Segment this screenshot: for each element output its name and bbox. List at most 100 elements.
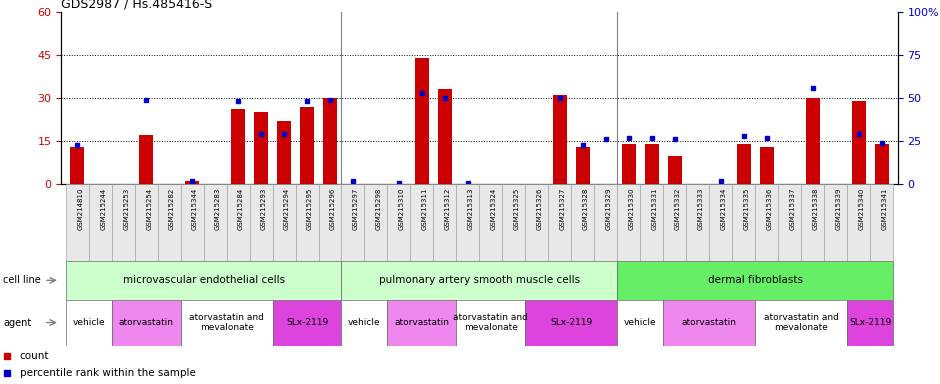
Text: atorvastatin and
mevalonate: atorvastatin and mevalonate [189, 313, 264, 332]
Text: GSM215298: GSM215298 [376, 187, 382, 230]
Text: GSM215331: GSM215331 [651, 187, 658, 230]
Text: atorvastatin: atorvastatin [118, 318, 174, 327]
Text: agent: agent [3, 318, 31, 328]
Bar [824, 184, 847, 261]
Bar [319, 184, 341, 261]
Text: GSM215325: GSM215325 [514, 187, 520, 230]
Text: GSM215311: GSM215311 [422, 187, 428, 230]
Bar [502, 184, 525, 261]
Text: GSM215313: GSM215313 [468, 187, 474, 230]
Bar [66, 184, 88, 261]
Text: GSM215284: GSM215284 [238, 187, 244, 230]
Text: GSM215295: GSM215295 [307, 187, 313, 230]
Bar [645, 144, 659, 184]
Bar [411, 184, 433, 261]
Bar [667, 156, 682, 184]
Bar [760, 147, 774, 184]
Bar [594, 184, 618, 261]
Bar [525, 300, 618, 346]
Bar [801, 184, 824, 261]
Text: GSM214810: GSM214810 [77, 187, 83, 230]
Bar [618, 261, 893, 300]
Text: SLx-2119: SLx-2119 [550, 318, 592, 327]
Text: GSM215326: GSM215326 [537, 187, 543, 230]
Bar [341, 184, 365, 261]
Bar [553, 95, 567, 184]
Text: GSM215339: GSM215339 [836, 187, 841, 230]
Text: GSM215328: GSM215328 [583, 187, 588, 230]
Bar [231, 109, 245, 184]
Text: atorvastatin and
mevalonate: atorvastatin and mevalonate [453, 313, 528, 332]
Bar [640, 184, 664, 261]
Bar [365, 184, 387, 261]
Bar [387, 300, 457, 346]
Text: GSM215333: GSM215333 [697, 187, 704, 230]
Text: GSM215324: GSM215324 [491, 187, 497, 230]
Bar [847, 184, 870, 261]
Text: GSM215341: GSM215341 [882, 187, 887, 230]
Text: GSM215338: GSM215338 [813, 187, 819, 230]
Bar [778, 184, 801, 261]
Text: GSM215327: GSM215327 [560, 187, 566, 230]
Bar [180, 300, 273, 346]
Bar [254, 112, 268, 184]
Bar [870, 184, 893, 261]
Bar [139, 136, 153, 184]
Text: cell line: cell line [3, 275, 40, 285]
Bar [852, 101, 866, 184]
Text: GSM215332: GSM215332 [675, 187, 681, 230]
Bar [277, 121, 291, 184]
Bar [618, 184, 640, 261]
Bar [180, 184, 204, 261]
Bar [66, 300, 112, 346]
Text: vehicle: vehicle [624, 318, 657, 327]
Bar [847, 300, 893, 346]
Bar [806, 98, 820, 184]
Bar [576, 147, 589, 184]
Text: SLx-2119: SLx-2119 [286, 318, 328, 327]
Bar [686, 184, 710, 261]
Text: GSM215296: GSM215296 [330, 187, 336, 230]
Bar [387, 184, 411, 261]
Bar [664, 300, 755, 346]
Text: GSM215254: GSM215254 [146, 187, 152, 230]
Text: GSM215329: GSM215329 [605, 187, 612, 230]
Bar [88, 184, 112, 261]
Bar [112, 300, 180, 346]
Text: GSM215253: GSM215253 [123, 187, 129, 230]
Text: count: count [20, 351, 49, 361]
Bar [273, 300, 341, 346]
Bar [457, 184, 479, 261]
Bar [70, 147, 84, 184]
Text: GSM215340: GSM215340 [858, 187, 865, 230]
Bar [341, 300, 387, 346]
Bar [875, 144, 888, 184]
Text: GSM215283: GSM215283 [215, 187, 221, 230]
Bar [457, 300, 525, 346]
Bar [295, 184, 319, 261]
Text: GSM215297: GSM215297 [353, 187, 359, 230]
Text: dermal fibroblasts: dermal fibroblasts [708, 275, 803, 285]
Text: atorvastatin: atorvastatin [682, 318, 737, 327]
Text: SLx-2119: SLx-2119 [849, 318, 891, 327]
Text: GSM215244: GSM215244 [101, 187, 106, 230]
Bar [622, 144, 635, 184]
Bar [227, 184, 249, 261]
Text: GSM215330: GSM215330 [629, 187, 634, 230]
Text: GSM215282: GSM215282 [169, 187, 175, 230]
Bar [158, 184, 180, 261]
Bar [548, 184, 572, 261]
Bar [732, 184, 755, 261]
Bar [185, 182, 199, 184]
Bar [66, 261, 341, 300]
Text: GSM215334: GSM215334 [721, 187, 727, 230]
Text: GSM215344: GSM215344 [192, 187, 198, 230]
Text: vehicle: vehicle [72, 318, 105, 327]
Bar [112, 184, 134, 261]
Bar [323, 98, 337, 184]
Bar [204, 184, 227, 261]
Bar [710, 184, 732, 261]
Text: percentile rank within the sample: percentile rank within the sample [20, 368, 196, 378]
Bar [415, 58, 429, 184]
Bar [341, 261, 618, 300]
